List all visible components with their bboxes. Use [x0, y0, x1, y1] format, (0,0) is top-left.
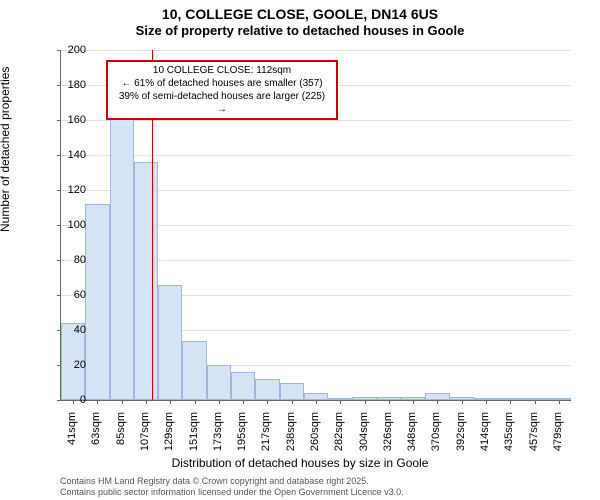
histogram-bar: [231, 372, 255, 400]
y-tick-label: 40: [46, 324, 86, 336]
y-tick-label: 140: [46, 149, 86, 161]
footer-line2: Contains public sector information licen…: [60, 487, 404, 498]
x-tick-label: 41sqm: [66, 412, 78, 462]
y-tick-label: 120: [46, 184, 86, 196]
histogram-bar: [255, 379, 279, 400]
gridline: [61, 50, 571, 51]
histogram-bar: [158, 285, 182, 401]
histogram-bar: [134, 162, 158, 400]
x-tick-label: 348sqm: [406, 412, 418, 462]
plot-area: 10 COLLEGE CLOSE: 112sqm← 61% of detache…: [60, 50, 571, 401]
gridline: [61, 120, 571, 121]
x-tick-label: 326sqm: [382, 412, 394, 462]
annotation-line2: ← 61% of detached houses are smaller (35…: [114, 77, 330, 90]
histogram-bar: [425, 393, 449, 400]
y-tick-label: 0: [46, 394, 86, 406]
y-tick-label: 100: [46, 219, 86, 231]
annotation-line1: 10 COLLEGE CLOSE: 112sqm: [114, 64, 330, 77]
histogram-bar: [304, 393, 328, 400]
x-tick-label: 85sqm: [115, 412, 127, 462]
chart-subtitle: Size of property relative to detached ho…: [0, 23, 600, 42]
x-tick-label: 217sqm: [260, 412, 272, 462]
y-tick-label: 160: [46, 114, 86, 126]
x-tick-label: 129sqm: [163, 412, 175, 462]
y-tick-label: 80: [46, 254, 86, 266]
annotation-box: 10 COLLEGE CLOSE: 112sqm← 61% of detache…: [106, 60, 338, 120]
x-tick-label: 282sqm: [333, 412, 345, 462]
chart-title: 10, COLLEGE CLOSE, GOOLE, DN14 6US: [0, 0, 600, 23]
histogram-bar: [182, 341, 206, 401]
chart-container: 10, COLLEGE CLOSE, GOOLE, DN14 6US Size …: [0, 0, 600, 500]
x-tick-label: 414sqm: [479, 412, 491, 462]
footer-line1: Contains HM Land Registry data © Crown c…: [60, 476, 404, 487]
y-tick-label: 60: [46, 289, 86, 301]
x-tick-label: 479sqm: [552, 412, 564, 462]
x-tick-label: 173sqm: [212, 412, 224, 462]
x-tick-label: 107sqm: [139, 412, 151, 462]
y-tick-label: 200: [46, 44, 86, 56]
x-tick-label: 370sqm: [430, 412, 442, 462]
histogram-bar: [85, 204, 109, 400]
annotation-line3: 39% of semi-detached houses are larger (…: [114, 90, 330, 116]
histogram-bar: [280, 383, 304, 401]
x-tick-label: 238sqm: [285, 412, 297, 462]
y-tick-label: 180: [46, 79, 86, 91]
x-tick-label: 195sqm: [236, 412, 248, 462]
x-tick-label: 260sqm: [309, 412, 321, 462]
x-tick-label: 304sqm: [358, 412, 370, 462]
footer-attribution: Contains HM Land Registry data © Crown c…: [60, 476, 404, 498]
x-tick-label: 151sqm: [188, 412, 200, 462]
y-tick-label: 20: [46, 359, 86, 371]
x-tick-label: 63sqm: [90, 412, 102, 462]
x-tick-label: 435sqm: [503, 412, 515, 462]
x-tick-label: 457sqm: [528, 412, 540, 462]
x-tick-label: 392sqm: [455, 412, 467, 462]
histogram-bar: [207, 365, 231, 400]
histogram-bar: [110, 113, 134, 400]
gridline: [61, 155, 571, 156]
